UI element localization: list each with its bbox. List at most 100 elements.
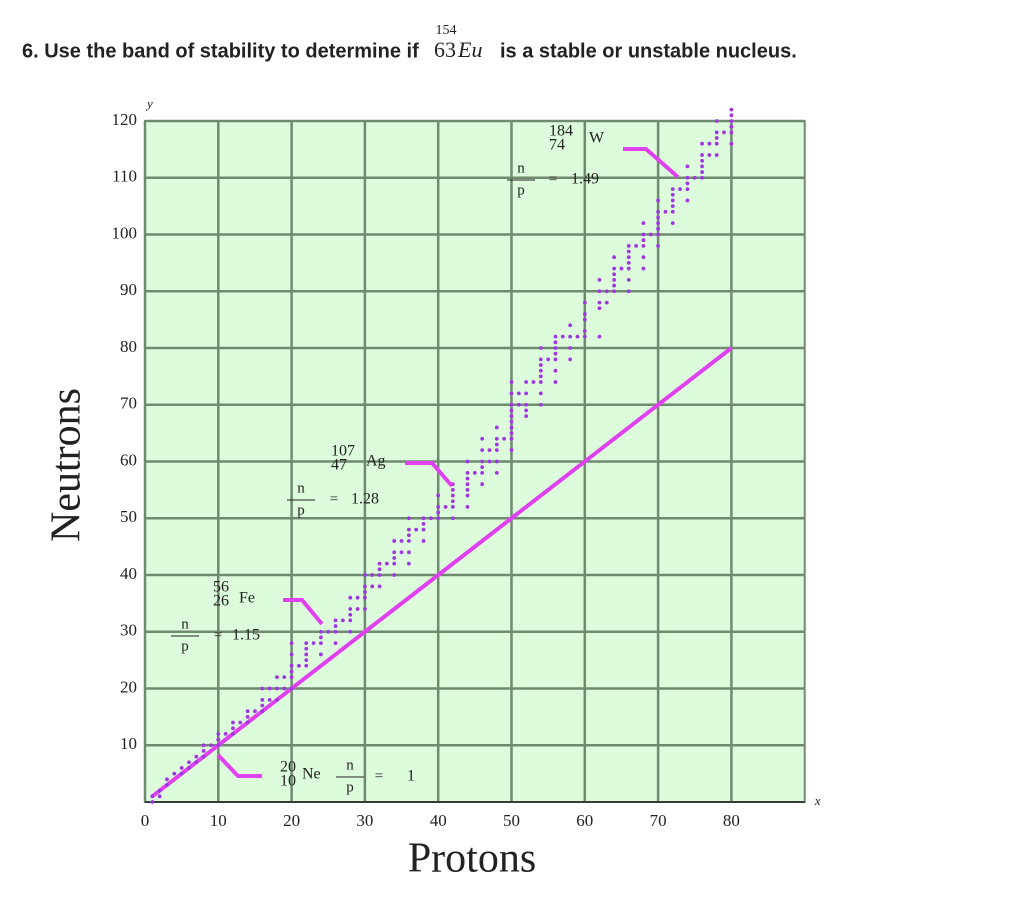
y-axis-name: y bbox=[145, 96, 153, 111]
nucleus-point bbox=[421, 539, 426, 543]
ratio-p: p bbox=[517, 182, 525, 198]
nucleus-point bbox=[553, 334, 558, 339]
nucleus-point bbox=[304, 641, 309, 645]
nucleus-point bbox=[568, 323, 573, 328]
nucleus-point bbox=[384, 561, 389, 566]
nucleus-point bbox=[678, 187, 682, 192]
nucleus-point bbox=[450, 487, 455, 492]
nucleus-point bbox=[524, 408, 529, 413]
nucleus-point bbox=[538, 391, 543, 396]
nucleus-point bbox=[641, 238, 646, 243]
nucleus-point bbox=[421, 527, 426, 532]
nucleus-point bbox=[421, 516, 426, 521]
nucleus-point bbox=[729, 124, 734, 129]
nucleus-point bbox=[494, 425, 499, 430]
y-tick-label: 80 bbox=[120, 337, 137, 356]
nucleus-point bbox=[260, 686, 265, 691]
nucleus-point bbox=[480, 459, 485, 464]
nucleus-point bbox=[524, 402, 529, 407]
nucleus-point bbox=[524, 391, 529, 396]
nucleus-point bbox=[509, 391, 514, 396]
nucleus-point bbox=[392, 539, 397, 543]
ratio-n: n bbox=[517, 160, 525, 176]
nucleus-point bbox=[597, 334, 602, 339]
nucleus-point bbox=[333, 641, 338, 645]
nucleus-point bbox=[538, 363, 543, 367]
nucleus-point bbox=[187, 766, 191, 770]
y-tick-label: 60 bbox=[120, 450, 137, 469]
nucleus-point bbox=[656, 198, 660, 203]
nucleus-point bbox=[714, 130, 719, 135]
nucleus-point bbox=[333, 618, 338, 623]
nucleus-point bbox=[560, 334, 565, 339]
nucleus-point bbox=[267, 686, 272, 691]
annotation-atomic: 10 bbox=[280, 773, 296, 790]
nucleus-point bbox=[502, 436, 507, 441]
nucleus-point bbox=[685, 164, 690, 169]
ratio-n: n bbox=[297, 480, 305, 496]
nucleus-point bbox=[304, 663, 309, 668]
nucleus-point bbox=[304, 646, 309, 651]
nucleus-point bbox=[216, 732, 221, 736]
nucleus-point bbox=[253, 709, 257, 714]
nucleus-point bbox=[443, 505, 448, 509]
nucleus-point bbox=[480, 448, 485, 453]
x-tick-label: 10 bbox=[210, 811, 227, 830]
nucleus-point bbox=[465, 493, 470, 498]
nucleus-point bbox=[685, 198, 690, 203]
nucleus-point bbox=[626, 289, 631, 294]
nucleus-point bbox=[465, 459, 470, 464]
nucleus-point bbox=[231, 726, 235, 731]
nucleus-point bbox=[597, 300, 602, 305]
nucleus-point bbox=[333, 624, 338, 628]
nucleus-point bbox=[626, 278, 631, 282]
nucleus-point bbox=[406, 539, 411, 543]
ratio-value: 1.15 bbox=[232, 627, 260, 644]
nucleus-point bbox=[289, 652, 294, 657]
nucleus-point bbox=[612, 272, 617, 277]
nucleus-point bbox=[714, 119, 719, 123]
nucleus-point bbox=[634, 243, 639, 248]
ratio-p: p bbox=[181, 638, 189, 654]
nucleus-point bbox=[348, 629, 353, 634]
y-axis-label: Neutrons bbox=[44, 388, 90, 542]
nucleus-point bbox=[626, 243, 631, 248]
nucleus-point bbox=[282, 686, 287, 691]
nucleus-point bbox=[509, 380, 514, 384]
nucleus-point bbox=[729, 130, 734, 135]
nucleus-point bbox=[392, 550, 397, 555]
nucleus-point bbox=[656, 209, 660, 214]
nucleus-point bbox=[568, 334, 573, 339]
nucleus-point bbox=[714, 136, 719, 140]
nucleus-point bbox=[179, 766, 184, 770]
nucleus-point bbox=[516, 402, 521, 407]
nucleus-point bbox=[275, 686, 279, 691]
nucleus-point bbox=[604, 289, 609, 294]
y-tick-label: 10 bbox=[120, 734, 137, 753]
nucleus-point bbox=[487, 459, 492, 464]
nucleus-point bbox=[670, 192, 675, 197]
nucleus-point bbox=[436, 505, 441, 509]
nucleus-point bbox=[194, 754, 199, 759]
nucleus-point bbox=[509, 431, 514, 436]
nucleus-point bbox=[348, 618, 353, 623]
nucleus-point bbox=[707, 141, 712, 146]
nucleus-point bbox=[216, 743, 221, 748]
nucleus-point bbox=[663, 209, 668, 214]
nucleus-point bbox=[509, 436, 514, 441]
nucleus-point bbox=[238, 720, 243, 725]
nucleus-point bbox=[700, 153, 704, 157]
nucleus-point bbox=[670, 209, 675, 214]
ratio-value: 1 bbox=[407, 768, 415, 785]
nucleus-point bbox=[582, 329, 587, 333]
nucleus-point bbox=[450, 493, 455, 498]
nucleus-point bbox=[377, 561, 382, 566]
nucleus-point bbox=[729, 107, 734, 112]
nucleus-point bbox=[194, 760, 199, 765]
nucleus-point bbox=[399, 550, 404, 555]
nucleus-point bbox=[414, 527, 419, 532]
nucleus-point bbox=[348, 595, 353, 600]
nucleus-point bbox=[436, 516, 441, 521]
nucleus-point bbox=[355, 595, 360, 600]
